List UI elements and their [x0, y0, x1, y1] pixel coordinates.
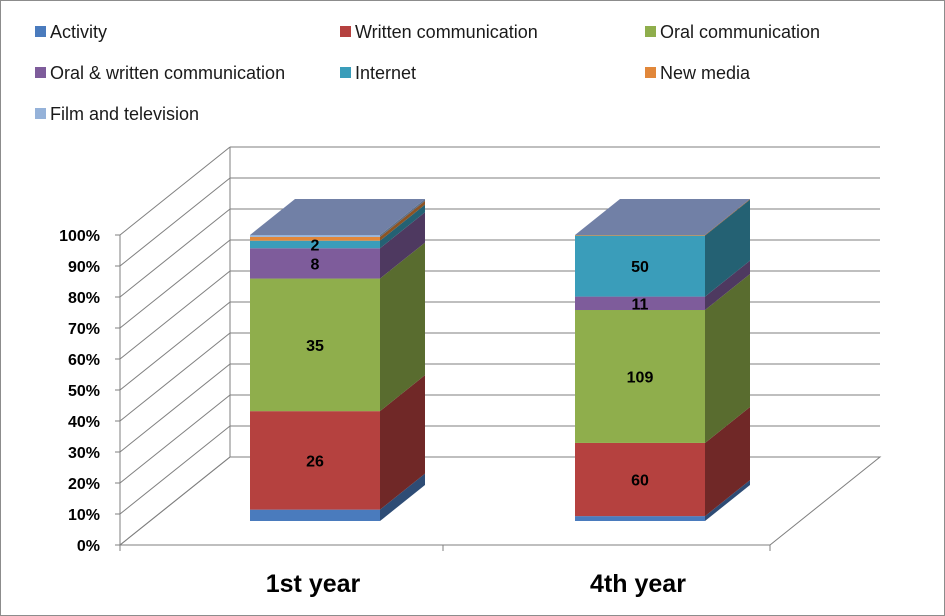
y-tick-label: 60%	[68, 352, 100, 369]
bar-top-1st-year	[250, 199, 425, 235]
legend-label-oral-communication: Oral communication	[660, 22, 820, 42]
data-label-internet-4th-year: 50	[631, 259, 649, 276]
bar-side-oral-communication-4th-year	[705, 274, 750, 443]
side-gridline	[119, 239, 231, 329]
side-gridline	[119, 146, 231, 236]
data-label-oral-written-communication-4th-year: 11	[632, 296, 649, 313]
bar-stack-4th-year	[575, 199, 750, 521]
y-tick-label: 30%	[68, 445, 100, 462]
bar-side-film-and-television-1st-year	[380, 199, 425, 237]
side-gridline	[119, 208, 231, 298]
side-gridline	[119, 332, 231, 422]
legend-swatch-activity	[35, 26, 46, 37]
side-gridline	[119, 394, 231, 484]
side-gridline	[119, 301, 231, 391]
legend-swatch-film-and-television	[35, 108, 46, 119]
legend-swatch-oral-communication	[645, 26, 656, 37]
legend-swatch-new-media	[645, 67, 656, 78]
bar-side-oral-written-communication-4th-year	[705, 260, 750, 311]
bar-segment-oral-communication-4th-year	[575, 310, 705, 443]
legend-label-internet: Internet	[355, 63, 416, 83]
legend-swatch-written-communication	[340, 26, 351, 37]
y-tick-label: 70%	[68, 321, 100, 338]
data-label-oral-written-communication-1st-year: 8	[311, 256, 320, 273]
legend-swatch-internet	[340, 67, 351, 78]
bar-side-internet-1st-year	[380, 204, 425, 249]
bar-side-written-communication-1st-year	[380, 375, 425, 510]
legend: Activity Written communication Oral commun…	[35, 22, 820, 124]
bar-segment-internet-1st-year	[250, 240, 380, 249]
bar-segment-written-communication-1st-year	[250, 411, 380, 510]
bar-side-activity-1st-year	[380, 473, 425, 521]
legend-label-activity: Activity	[50, 22, 107, 42]
legend-swatch-oral-written-communication	[35, 67, 46, 78]
y-tick-label: 10%	[68, 507, 100, 524]
chart-floor	[118, 456, 882, 546]
y-tick-label: 40%	[68, 414, 100, 431]
y-tick-label: 20%	[68, 476, 100, 493]
data-label-oral-communication-1st-year: 35	[306, 338, 324, 355]
bar-segment-activity-4th-year	[575, 516, 705, 521]
side-gridline	[119, 363, 231, 453]
bar-side-new-media-4th-year	[705, 199, 750, 236]
bar-top-4th-year	[575, 199, 750, 235]
y-tick-label: 100%	[59, 228, 100, 245]
side-gridline	[119, 177, 231, 267]
legend-label-film-and-television: Film and television	[50, 104, 199, 124]
side-gridline	[119, 270, 231, 360]
legend-label-new-media: New media	[660, 63, 751, 83]
legend-label-written-communication: Written communication	[355, 22, 538, 42]
y-tick-label: 0%	[77, 538, 100, 555]
bar-side-activity-4th-year	[705, 480, 750, 521]
data-label-internet-1st-year: 2	[311, 237, 320, 254]
bar-segment-written-communication-4th-year	[575, 442, 705, 517]
data-label-written-communication-4th-year: 60	[631, 473, 649, 490]
bar-side-oral-communication-1st-year	[380, 242, 425, 412]
data-label-written-communication-1st-year: 26	[306, 453, 324, 470]
y-tick-label: 90%	[68, 259, 100, 276]
category-label-4th-year: 4th year	[590, 570, 686, 598]
bars	[250, 199, 750, 521]
bar-segment-film-and-television-1st-year	[250, 235, 380, 237]
side-gridline	[119, 425, 231, 515]
chart-walls	[118, 146, 882, 551]
data-label-oral-communication-4th-year: 109	[627, 369, 654, 386]
bar-segment-oral-written-communication-4th-year	[575, 296, 705, 311]
bar-segment-new-media-1st-year	[250, 236, 380, 241]
x-axis: 1st year 4th year	[266, 570, 686, 598]
y-tick-label: 50%	[68, 383, 100, 400]
bar-stack-1st-year	[250, 199, 425, 521]
bar-side-written-communication-4th-year	[705, 406, 750, 517]
y-axis: 0% 10% 20% 30% 40% 50% 60% 70% 80% 90% 100%	[59, 228, 120, 555]
bar-segment-activity-1st-year	[250, 509, 380, 521]
bar-side-internet-4th-year	[705, 199, 750, 297]
bar-side-oral-written-communication-1st-year	[380, 212, 425, 279]
bar-segment-internet-4th-year	[575, 235, 705, 297]
category-label-1st-year: 1st year	[266, 570, 361, 598]
bar-segment-oral-communication-1st-year	[250, 278, 380, 412]
bar-segment-new-media-4th-year	[575, 235, 705, 236]
y-tick-label: 80%	[68, 290, 100, 307]
bar-segment-oral-written-communication-1st-year	[250, 248, 380, 279]
bar-side-new-media-1st-year	[380, 200, 425, 241]
legend-label-oral-written-communication: Oral & written communication	[50, 63, 285, 83]
data-labels: 26 35 8 2 60 109 11 50	[306, 237, 653, 489]
